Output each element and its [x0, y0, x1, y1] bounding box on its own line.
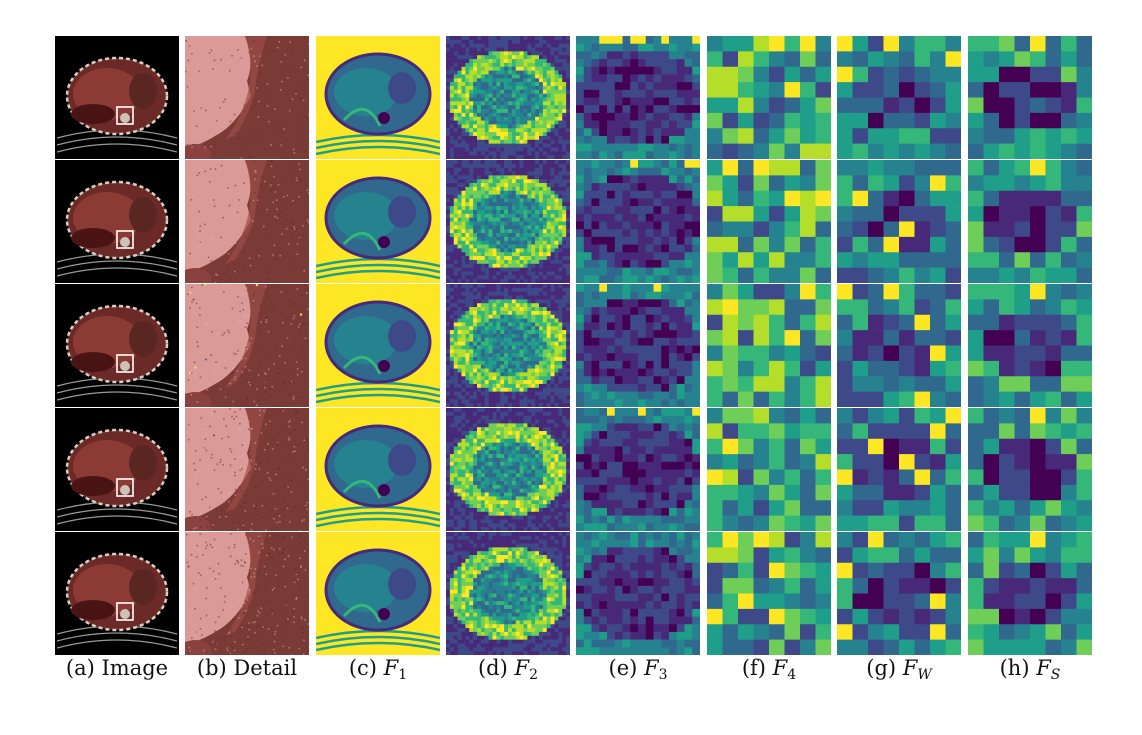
- caption-symbol: F: [644, 656, 659, 680]
- caption-symbol: F: [1036, 656, 1051, 680]
- caption-prefix: (b): [196, 656, 234, 680]
- caption-prefix: (g): [866, 656, 903, 680]
- detail-crop-panel: [185, 532, 309, 655]
- caption-text: Detail: [233, 656, 298, 680]
- feature-map-f4: [707, 36, 831, 159]
- ct-image-panel: [55, 284, 179, 407]
- caption-prefix: (e): [608, 656, 644, 680]
- caption-subscript: S: [1050, 667, 1061, 683]
- caption-d: (d) F2: [433, 648, 583, 688]
- caption-prefix: (d): [477, 656, 515, 680]
- caption-a: (a) Image: [42, 648, 192, 688]
- ct-image-panel: [55, 408, 179, 531]
- caption-h: (h) FS: [955, 648, 1105, 688]
- feature-map-f1: [316, 36, 440, 159]
- caption-subscript: W: [917, 667, 932, 683]
- feature-map-f3: [576, 160, 700, 283]
- ct-image-panel: [55, 160, 179, 283]
- caption-symbol: F: [902, 656, 918, 680]
- caption-text: Image: [101, 656, 169, 680]
- ct-image-panel: [55, 36, 179, 159]
- feature-map-f2: [446, 284, 570, 407]
- feature-map-f1: [316, 532, 440, 655]
- feature-map-fw: [837, 284, 961, 407]
- feature-map-f2: [446, 36, 570, 159]
- feature-map-f2: [446, 408, 570, 531]
- feature-map-fs: [968, 532, 1092, 655]
- feature-map-f2: [446, 532, 570, 655]
- feature-map-f4: [707, 160, 831, 283]
- caption-prefix: (h): [999, 656, 1037, 680]
- feature-map-f3: [576, 532, 700, 655]
- caption-subscript: 4: [787, 667, 797, 683]
- caption-b: (b) Detail: [172, 648, 322, 688]
- feature-map-fw: [837, 160, 961, 283]
- caption-subscript: 3: [658, 667, 668, 683]
- caption-prefix: (f): [741, 656, 773, 680]
- ct-image-panel: [55, 532, 179, 655]
- feature-map-f4: [707, 284, 831, 407]
- detail-crop-panel: [185, 160, 309, 283]
- caption-g: (g) FW: [824, 648, 974, 688]
- feature-map-fw: [837, 36, 961, 159]
- feature-map-fw: [837, 408, 961, 531]
- caption-symbol: F: [383, 656, 399, 680]
- feature-map-f2: [446, 160, 570, 283]
- caption-symbol: F: [772, 656, 788, 680]
- feature-map-fs: [968, 284, 1092, 407]
- feature-map-f1: [316, 408, 440, 531]
- feature-map-f1: [316, 160, 440, 283]
- feature-map-f4: [707, 408, 831, 531]
- caption-e: (e) F3: [563, 648, 713, 688]
- caption-f: (f) F4: [694, 648, 844, 688]
- caption-subscript: 1: [398, 667, 408, 683]
- caption-c: (c) F1: [303, 648, 453, 688]
- detail-crop-panel: [185, 408, 309, 531]
- caption-prefix: (a): [65, 656, 102, 680]
- feature-map-fs: [968, 408, 1092, 531]
- feature-map-fw: [837, 532, 961, 655]
- caption-prefix: (c): [348, 656, 384, 680]
- feature-map-fs: [968, 160, 1092, 283]
- feature-map-fs: [968, 36, 1092, 159]
- feature-map-f4: [707, 532, 831, 655]
- feature-map-f1: [316, 284, 440, 407]
- detail-crop-panel: [185, 36, 309, 159]
- caption-symbol: F: [514, 656, 530, 680]
- caption-subscript: 2: [529, 667, 538, 683]
- feature-map-f3: [576, 284, 700, 407]
- feature-map-f3: [576, 408, 700, 531]
- feature-map-f3: [576, 36, 700, 159]
- detail-crop-panel: [185, 284, 309, 407]
